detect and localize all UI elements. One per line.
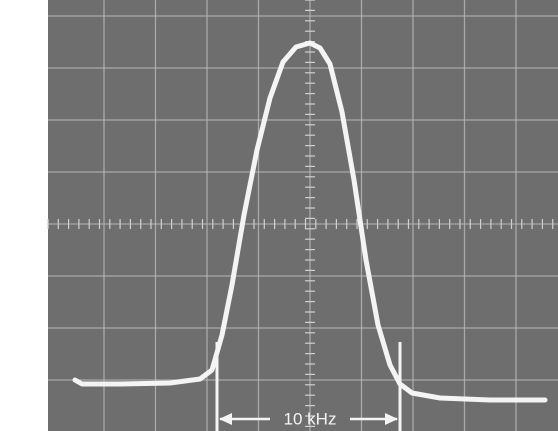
screen [48, 0, 558, 431]
arrow-left-head [219, 413, 232, 425]
arrow-right-head [385, 413, 398, 425]
signal-trace [72, 40, 548, 403]
span-label: 10 kHz [284, 409, 337, 428]
graticule [47, 0, 558, 431]
